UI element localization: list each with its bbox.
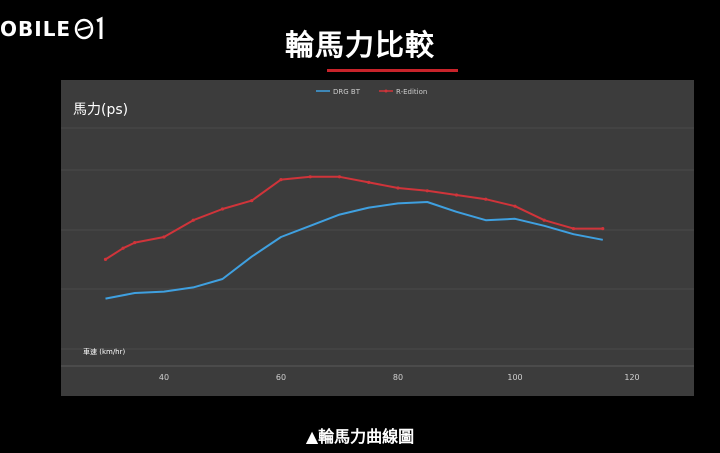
data-point bbox=[133, 241, 137, 245]
data-point bbox=[484, 197, 488, 201]
data-point bbox=[337, 175, 342, 179]
logo-text: OBILE bbox=[0, 17, 72, 41]
data-point bbox=[103, 257, 108, 261]
data-point bbox=[367, 180, 371, 184]
data-point bbox=[513, 204, 517, 208]
legend-marker bbox=[384, 89, 388, 93]
data-point bbox=[454, 193, 459, 197]
x-tick-label: 120 bbox=[624, 373, 639, 382]
chart-legend: DRG BT R-Edition bbox=[316, 88, 427, 96]
logo-mark-icon bbox=[74, 16, 103, 40]
x-tick-label: 40 bbox=[159, 373, 169, 382]
power-curve-chart: DRG BT R-Edition 馬力(ps) 車速 (km/hr) 40 60 80… bbox=[61, 88, 694, 382]
data-point bbox=[601, 227, 605, 231]
data-point bbox=[220, 207, 225, 211]
data-point bbox=[308, 175, 312, 179]
data-point bbox=[279, 178, 283, 182]
x-tick-label: 60 bbox=[276, 373, 286, 382]
x-tick-labels: 40 60 80 100 120 bbox=[159, 373, 640, 382]
chart-panel: DRG BT R-Edition 馬力(ps) 車速 (km/hr) 40 60 80… bbox=[61, 80, 694, 396]
data-point bbox=[425, 189, 429, 193]
series-line-r-edition bbox=[104, 175, 603, 261]
legend-label: R-Edition bbox=[396, 88, 427, 96]
data-point bbox=[121, 246, 125, 250]
data-point bbox=[396, 186, 400, 190]
page-title: 輪馬力比較 bbox=[284, 28, 435, 62]
series-layer bbox=[103, 175, 605, 300]
y-axis-label: 馬力(ps) bbox=[73, 102, 128, 118]
x-tick-label: 80 bbox=[393, 373, 403, 382]
title-underline bbox=[327, 69, 458, 72]
x-axis-label: 車速 (km/hr) bbox=[83, 347, 126, 356]
x-tick-label: 100 bbox=[507, 373, 522, 382]
chart-grid bbox=[61, 127, 694, 367]
data-point bbox=[542, 218, 546, 222]
chart-caption: ▲輪馬力曲線圖 bbox=[305, 427, 415, 446]
data-point bbox=[162, 235, 166, 239]
data-point bbox=[571, 227, 576, 231]
legend-label: DRG BT bbox=[333, 88, 361, 96]
series-line-drg-bt bbox=[105, 201, 603, 300]
mobile01-logo: OBILE bbox=[0, 14, 107, 44]
data-point bbox=[250, 199, 254, 203]
data-point bbox=[191, 218, 195, 222]
